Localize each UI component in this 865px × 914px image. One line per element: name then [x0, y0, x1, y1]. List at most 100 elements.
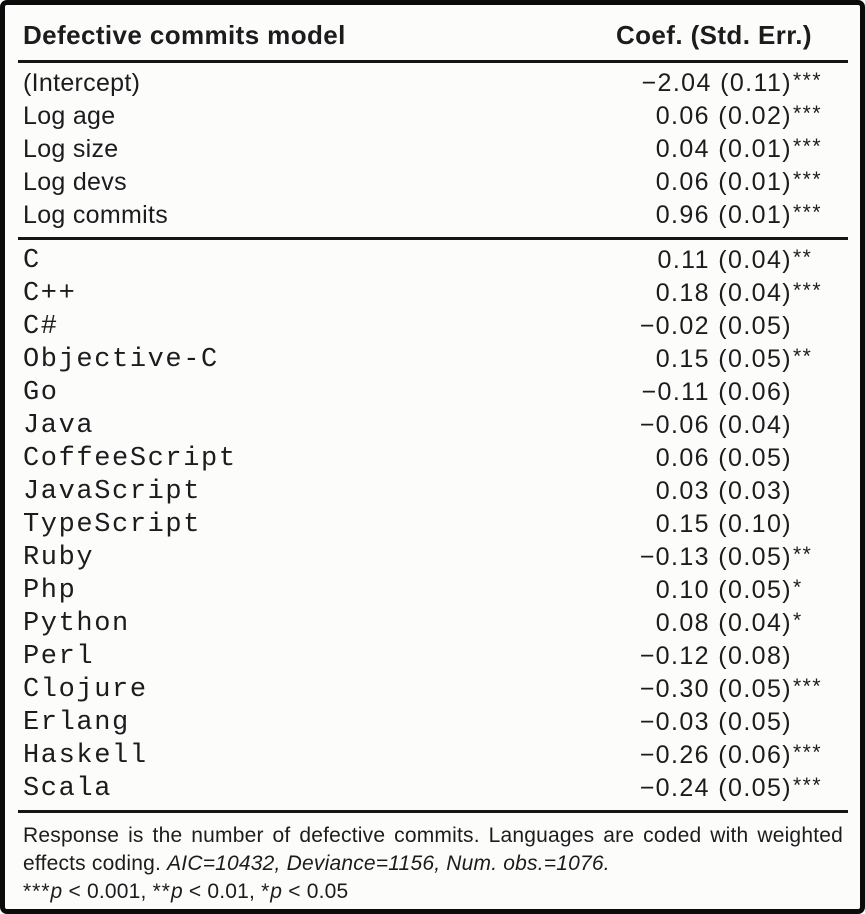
legend-p-1: p	[50, 880, 63, 903]
significance-stars: ***	[793, 102, 823, 125]
table-row: Objective-C 0.15 (0.05) **	[18, 343, 848, 376]
footnote-rule	[18, 810, 848, 813]
table-row: Haskell −0.26 (0.06) ***	[18, 739, 848, 772]
row-label: Erlang	[23, 707, 130, 738]
row-label: (Intercept)	[23, 69, 141, 97]
header-col-model: Defective commits model	[23, 20, 346, 50]
row-label: C	[23, 245, 41, 276]
row-value: −0.24 (0.05) ***	[639, 774, 821, 803]
row-value: −0.03 (0.05)	[640, 708, 793, 737]
section-divider-rule	[18, 237, 848, 240]
significance-stars: ***	[793, 279, 823, 302]
coef-value: −0.12 (0.08)	[639, 642, 792, 670]
significance-stars: ***	[793, 168, 823, 191]
table-row: JavaScript 0.03 (0.03)	[18, 475, 848, 508]
header-rule	[18, 60, 848, 63]
row-label: Log commits	[23, 201, 169, 229]
row-label: Clojure	[23, 674, 148, 705]
coef-value: 0.11 (0.04)	[657, 246, 792, 274]
table-row: Php 0.10 (0.05) *	[18, 574, 848, 607]
coef-value: 0.15 (0.10)	[655, 510, 792, 538]
coef-value: 0.03 (0.03)	[655, 477, 792, 505]
legend-stars-2: **	[152, 880, 171, 903]
row-label: Log size	[23, 135, 119, 163]
table-row: TypeScript 0.15 (0.10)	[18, 508, 848, 541]
table-row: C# −0.02 (0.05)	[18, 310, 848, 343]
table-header: Defective commits model Coef. (Std. Err.…	[18, 5, 848, 60]
model-terms-section: (Intercept) −2.04 (0.11) *** Log age 0.0…	[18, 63, 848, 237]
coef-value: 0.18 (0.04)	[655, 279, 792, 307]
significance-stars: ***	[793, 135, 823, 158]
row-value: −0.30 (0.05) ***	[639, 675, 821, 704]
legend-p-2: p	[170, 880, 183, 903]
row-label: Python	[23, 608, 130, 639]
table-row: Log devs 0.06 (0.01) ***	[18, 166, 848, 199]
table-footnote: Response is the number of defective comm…	[18, 813, 848, 909]
table-row: (Intercept) −2.04 (0.11) ***	[18, 67, 848, 100]
row-value: −0.13 (0.05) **	[640, 543, 811, 572]
row-value: 0.06 (0.02) ***	[655, 102, 823, 131]
row-label: Ruby	[23, 542, 95, 573]
row-label: JavaScript	[23, 476, 202, 507]
row-value: −0.11 (0.06)	[642, 378, 793, 407]
legend-stars-3: ***	[23, 880, 51, 903]
row-label: TypeScript	[23, 509, 202, 540]
coef-value: −0.03 (0.05)	[639, 708, 792, 736]
row-value: 0.96 (0.01) ***	[655, 201, 821, 230]
table-row: CoffeeScript 0.06 (0.05)	[18, 442, 848, 475]
coef-value: −2.04 (0.11)	[641, 69, 792, 97]
row-value: 0.08 (0.04) *	[655, 609, 803, 638]
row-value: −0.26 (0.06) ***	[639, 741, 823, 770]
footnote-stats: AIC=10432, Deviance=1156, Num. obs.=1076…	[167, 852, 610, 875]
row-value: 0.18 (0.04) ***	[655, 279, 823, 308]
row-label: Java	[23, 410, 95, 441]
legend-threshold-1: < 0.001,	[62, 880, 153, 903]
legend-p-3: p	[270, 880, 283, 903]
significance-stars: *	[793, 576, 803, 599]
table-row: Scala −0.24 (0.05) ***	[18, 772, 848, 805]
legend-threshold-2: < 0.01,	[182, 880, 262, 903]
row-value: 0.06 (0.05)	[656, 444, 793, 473]
row-label: Objective-C	[23, 344, 219, 375]
language-rows-section: C 0.11 (0.04) ** C++ 0.18 (0.04) *** C# …	[18, 240, 848, 810]
row-value: 0.03 (0.03)	[656, 477, 793, 506]
coef-value: −0.06 (0.04)	[639, 411, 792, 439]
header-col-coef: Coef. (Std. Err.)	[615, 20, 812, 50]
row-label: Perl	[23, 641, 95, 672]
significance-stars: ***	[793, 69, 823, 92]
row-value: −0.06 (0.04)	[640, 411, 793, 440]
row-label: Log devs	[23, 168, 127, 196]
table-row: Java −0.06 (0.04)	[18, 409, 848, 442]
coef-value: 0.06 (0.02)	[655, 102, 792, 130]
table-row: Erlang −0.03 (0.05)	[18, 706, 848, 739]
coef-value: −0.02 (0.05)	[639, 312, 792, 340]
significance-legend: ***p < 0.001, **p < 0.01, *p < 0.05	[23, 878, 843, 906]
coef-value: 0.06 (0.01)	[655, 168, 792, 196]
significance-stars: **	[793, 345, 813, 368]
table-row: Ruby −0.13 (0.05) **	[18, 541, 848, 574]
coef-value: 0.15 (0.05)	[655, 345, 792, 373]
row-label: Php	[23, 575, 77, 606]
coef-value: −0.26 (0.06)	[639, 741, 792, 769]
row-value: 0.10 (0.05) *	[656, 576, 803, 605]
significance-stars: ***	[793, 741, 823, 764]
coef-value: −0.30 (0.05)	[639, 675, 792, 703]
row-value: −0.02 (0.05)	[640, 312, 793, 341]
table-row: Log size 0.04 (0.01) ***	[18, 133, 848, 166]
legend-threshold-3: < 0.05	[282, 880, 349, 903]
footnote-description: Response is the number of defective comm…	[23, 824, 843, 875]
table-row: C++ 0.18 (0.04) ***	[18, 277, 848, 310]
coef-value: 0.96 (0.01)	[655, 201, 792, 229]
row-value: 0.11 (0.04) **	[657, 246, 811, 275]
row-value: 0.06 (0.01) ***	[655, 168, 823, 197]
row-value: 0.04 (0.01) ***	[656, 135, 823, 164]
table-row: Log age 0.06 (0.02) ***	[18, 100, 848, 133]
row-value: 0.15 (0.05) **	[655, 345, 813, 374]
coef-value: −0.24 (0.05)	[639, 774, 792, 802]
row-label: Haskell	[23, 740, 148, 771]
row-label: C#	[23, 311, 59, 342]
coef-value: 0.08 (0.04)	[655, 609, 792, 637]
footnote-note: Response is the number of defective comm…	[23, 822, 843, 878]
significance-stars: *	[793, 609, 803, 632]
